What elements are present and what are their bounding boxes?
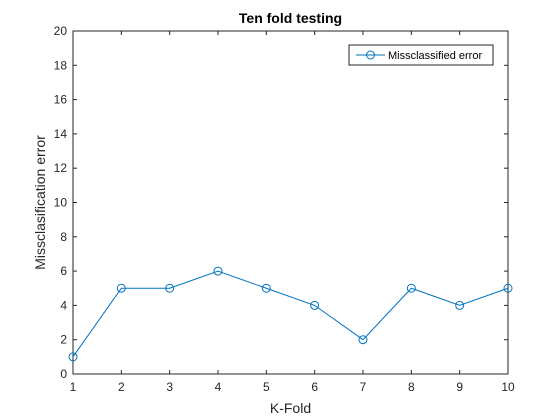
legend: Missclassified error <box>348 44 494 66</box>
y-tick-label: 6 <box>60 264 67 278</box>
y-axis-ticks: 0 2 4 6 8 10 12 14 16 18 20 <box>54 24 508 381</box>
y-tick-label: 10 <box>54 196 68 210</box>
x-axis-ticks: 1 2 3 4 5 6 7 8 9 10 <box>70 31 515 394</box>
x-tick-label: 9 <box>456 380 463 394</box>
data-point <box>455 300 465 310</box>
data-point <box>503 283 513 293</box>
x-tick-label: 6 <box>311 380 318 394</box>
data-point <box>116 283 126 293</box>
legend-marker-swatch <box>366 50 375 60</box>
y-tick-label: 16 <box>54 93 68 107</box>
x-tick-label: 8 <box>408 380 415 394</box>
y-tick-label: 18 <box>54 58 68 72</box>
y-tick-label: 2 <box>60 333 67 347</box>
data-point <box>165 283 175 293</box>
data-point <box>213 266 223 276</box>
data-point <box>68 352 78 362</box>
x-tick-label: 3 <box>166 380 173 394</box>
x-tick-label: 1 <box>70 380 77 394</box>
x-tick-label: 5 <box>263 380 270 394</box>
data-point <box>310 300 320 310</box>
data-point <box>261 283 271 293</box>
data-point <box>358 335 368 345</box>
legend-entry-label: Missclassified error <box>388 50 482 62</box>
series-layer <box>68 266 513 362</box>
y-tick-label: 14 <box>54 127 68 141</box>
data-point <box>406 283 416 293</box>
x-tick-label: 4 <box>215 380 222 394</box>
y-tick-label: 0 <box>60 367 67 381</box>
legend-box <box>348 44 494 66</box>
y-tick-label: 4 <box>60 298 67 312</box>
y-tick-label: 20 <box>54 24 68 38</box>
x-tick-label: 2 <box>118 380 125 394</box>
chart-title: Ten fold testing <box>239 10 342 26</box>
plot-area <box>72 30 509 375</box>
y-tick-label: 8 <box>60 230 67 244</box>
series-line <box>72 270 509 358</box>
y-tick-label: 12 <box>54 161 68 175</box>
x-tick-label: 7 <box>360 380 367 394</box>
x-tick-label: 10 <box>501 380 515 394</box>
y-axis-label: Missclasification error <box>32 135 48 270</box>
x-axis-label: K-Fold <box>270 400 311 416</box>
